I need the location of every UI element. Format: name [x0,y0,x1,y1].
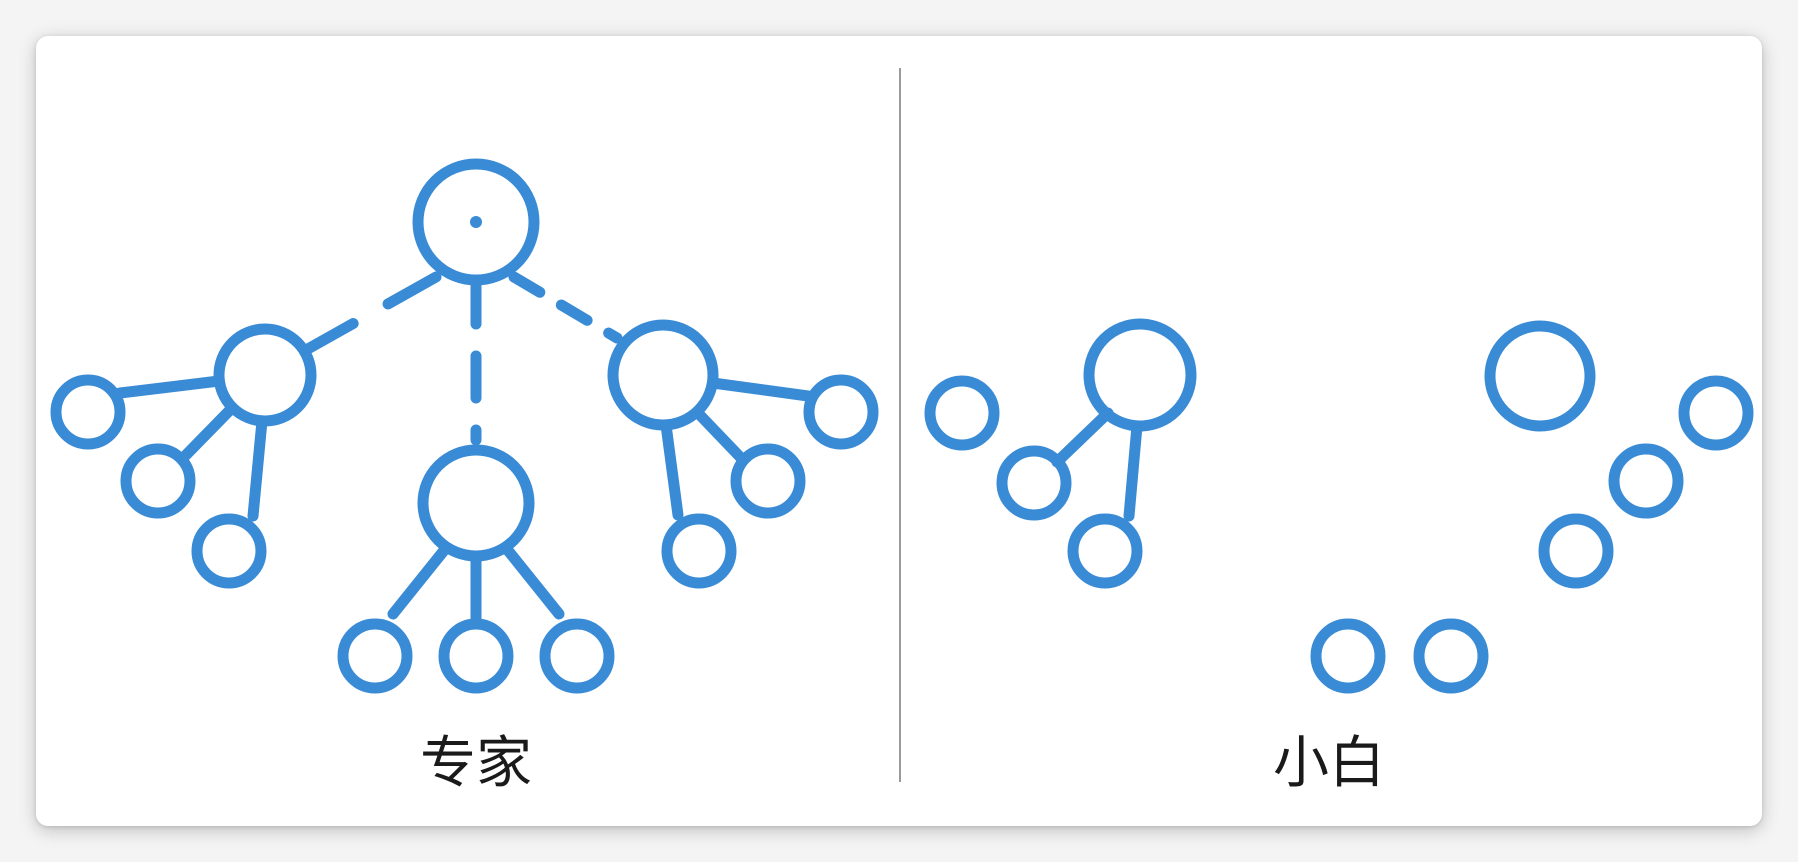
panel-divider [899,68,901,782]
expert-middle-hub [417,444,535,562]
novice-leaf [996,445,1072,521]
expert-leaf [438,618,514,694]
novice-isolated-node [1413,618,1489,694]
expert-leaf [191,513,267,589]
novice-isolated-hub [1484,320,1596,432]
novice-nodes [924,318,1754,694]
novice-isolated-node [1310,618,1386,694]
novice-link-hub-leaf1 [1051,407,1114,468]
novice-isolated-node [1608,443,1684,519]
expert-link-lefthub-leaf3 [247,415,268,522]
expert-link-righthub-leaf2 [691,406,748,465]
expert-link-lefthub-leaf2 [180,402,238,461]
expert-root-center [470,216,482,228]
expert-leaf [50,374,126,450]
expert-leaf [539,618,615,694]
expert-link-righthub-leaf3 [660,419,684,521]
expert-tree [50,158,879,694]
novice-isolated-node [1678,375,1754,451]
network-diagram [50,158,1754,694]
expert-link-lefthub-leaf1 [114,375,225,399]
novice-isolated-node [1538,513,1614,589]
expert-link-midhub-leaf3 [500,542,565,620]
expert-leaf [337,618,413,694]
novice-isolated-node [924,375,1000,451]
expert-label: 专家 [420,731,532,796]
expert-leaf [120,443,196,519]
novice-leaf [1067,513,1143,589]
expert-link-midhub-leaf1 [387,542,452,620]
expert-link-root-right [508,271,623,344]
expert-leaf [730,443,806,519]
expert-link-righthub-leaf1 [707,377,814,402]
expert-link-root-left [300,271,442,356]
expert-leaf [661,513,737,589]
figure-card: 专家 小白 [36,36,1762,826]
novice-label: 小白 [1273,731,1385,796]
novice-link-hub-leaf2 [1123,420,1143,522]
expert-leaf [803,374,879,450]
